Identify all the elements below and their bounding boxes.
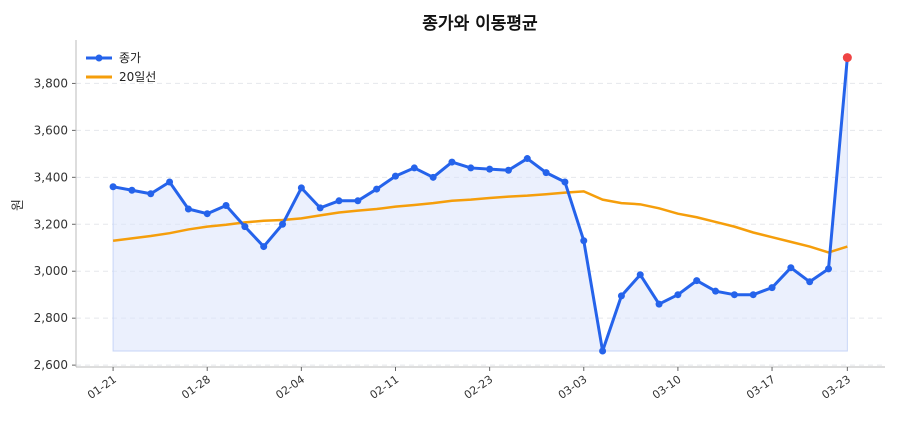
series-line-ma20 [112,190,848,254]
x-tick-label: 03-17 [744,373,778,402]
series-line-close [112,57,849,353]
x-tick-label: 01-28 [179,373,213,402]
close-point [241,223,249,231]
chart-title: 종가와 이동평균 [422,14,538,34]
close-point [599,347,607,355]
close-point [787,264,795,272]
close-point [730,291,738,299]
close-point [410,164,418,172]
close-point [203,210,211,218]
x-tick-label: 02-11 [368,373,402,402]
close-point [391,172,399,180]
close-point [542,169,550,177]
close-point [749,291,757,299]
close-point [166,178,174,186]
close-point [617,292,625,300]
legend-label-ma20: 20일선 [119,70,156,84]
close-point [655,300,663,308]
y-tick-label: 2,600 [34,358,68,372]
close-point [580,237,588,245]
close-point [354,197,362,205]
x-tick-label: 02-23 [462,373,496,402]
close-point [486,165,494,173]
close-point [279,220,287,228]
last-close-point [842,53,852,63]
close-point [109,183,117,191]
y-tick-label: 2,800 [34,311,68,325]
close-point [147,190,155,198]
close-point [316,204,324,212]
close-point [768,284,776,292]
close-point [693,277,701,285]
close-point [561,178,569,186]
close-point [467,164,475,172]
close-point [636,271,644,279]
close-point [184,205,192,213]
x-tick-label: 01-21 [85,373,119,402]
close-point [373,185,381,193]
legend: 종가 20일선 [86,51,156,84]
close-point [806,278,814,286]
y-axis-label: 원 [11,199,26,211]
close-point [260,243,268,251]
y-tick-label: 3,800 [34,76,68,90]
close-point [128,186,136,194]
close-point [335,197,343,205]
x-tick-label: 03-03 [556,373,590,402]
close-point [825,265,833,273]
x-tick-label: 02-04 [273,373,307,402]
close-point [429,173,437,181]
close-point [674,291,682,299]
y-tick-label: 3,200 [34,217,68,231]
close-point [504,166,512,174]
y-tick-label: 3,400 [34,170,68,184]
legend-label-close: 종가 [119,51,141,65]
close-point [297,184,305,192]
y-tick-label: 3,600 [34,123,68,137]
close-point [448,158,456,166]
close-point [523,155,531,163]
close-point [222,201,230,209]
legend-marker-close [95,54,103,62]
y-tick-label: 3,000 [34,264,68,278]
x-tick-label: 03-10 [650,373,684,402]
close-point [712,287,720,295]
x-tick-label: 03-23 [819,373,853,402]
